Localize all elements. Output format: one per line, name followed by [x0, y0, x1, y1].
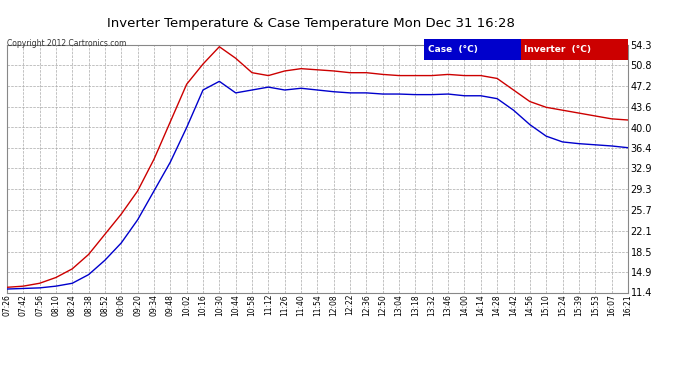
Text: Copyright 2012 Cartronics.com: Copyright 2012 Cartronics.com: [7, 39, 126, 48]
Text: Case  (°C): Case (°C): [428, 45, 477, 54]
Text: Inverter  (°C): Inverter (°C): [524, 45, 591, 54]
Text: Inverter Temperature & Case Temperature Mon Dec 31 16:28: Inverter Temperature & Case Temperature …: [106, 17, 515, 30]
